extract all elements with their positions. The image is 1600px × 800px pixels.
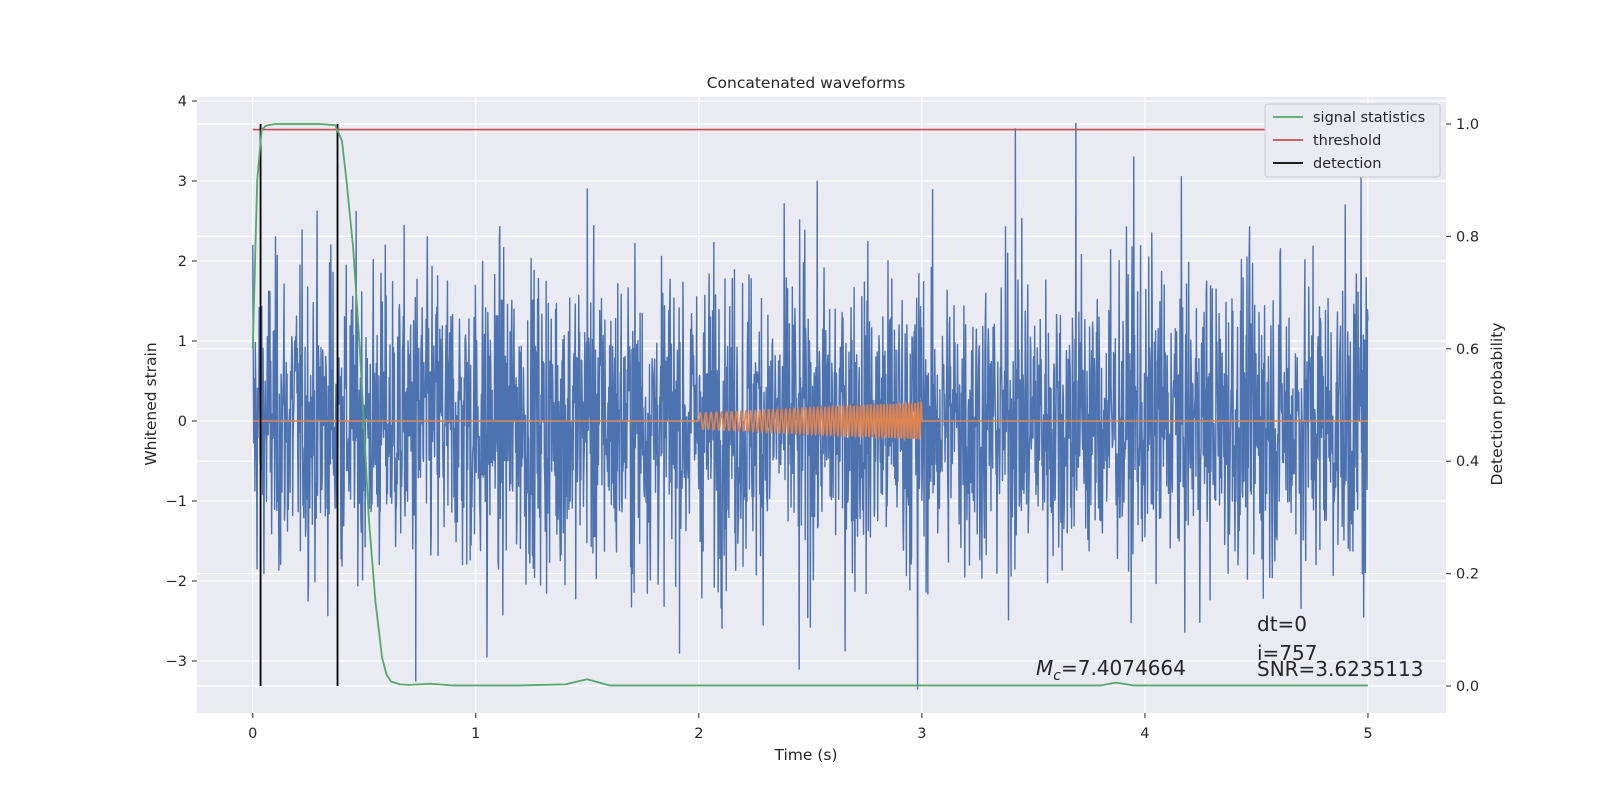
y-left-tick-label: 2: [178, 254, 187, 270]
plot-area: [197, 97, 1446, 713]
legend-label-threshold: threshold: [1313, 133, 1381, 149]
y-left-axis-label: Whitened strain: [142, 342, 160, 465]
x-tick-label: 3: [917, 726, 926, 742]
strain-line: [252, 122, 1369, 690]
legend-label-detection: detection: [1313, 156, 1381, 172]
y-right-tick-label: 0.2: [1456, 567, 1479, 583]
y-right-axis-ticks: 0.0 0.2 0.4 0.6 0.8 1.0: [1446, 117, 1479, 695]
probability-series: [251, 123, 1368, 687]
y-left-tick-label: −1: [166, 494, 187, 510]
annotation-snr: SNR=3.6235113: [1257, 657, 1423, 681]
chirp-line: [252, 399, 1368, 442]
y-right-tick-label: 0.4: [1456, 454, 1479, 470]
y-right-tick-label: 0.8: [1456, 229, 1479, 245]
legend: signal statistics threshold detection: [1264, 103, 1441, 178]
y-left-tick-label: −3: [166, 654, 187, 670]
x-tick-label: 2: [694, 726, 703, 742]
signal-statistics-line: [251, 123, 1368, 687]
x-tick-label: 1: [471, 726, 480, 742]
x-tick-label: 4: [1140, 726, 1149, 742]
annotation-dt: dt=0: [1257, 612, 1307, 636]
annotation-i: i=757: [1257, 641, 1318, 665]
chirp-series: [252, 399, 1368, 442]
x-tick-label: 0: [248, 726, 257, 742]
x-tick-label: 5: [1363, 726, 1372, 742]
y-right-tick-label: 0.6: [1456, 342, 1479, 358]
annotation-mc-subscript: c: [1053, 668, 1061, 684]
x-axis-label: Time (s): [773, 746, 837, 764]
y-right-axis-label: Detection probability: [1488, 323, 1506, 486]
y-left-axis-ticks: −3 −2 −1 0 1 2 3 4: [166, 94, 197, 670]
annotation-mc: Mc=7.4074664: [1036, 656, 1186, 684]
legend-frame: [1264, 103, 1441, 178]
annotation-mc-value: =7.4074664: [1061, 656, 1186, 680]
legend-label-signal-statistics: signal statistics: [1313, 110, 1425, 126]
y-left-tick-label: −2: [166, 574, 187, 590]
y-left-tick-label: 4: [178, 94, 187, 110]
strain-series: [252, 122, 1369, 690]
y-left-tick-label: 1: [178, 334, 187, 350]
y-left-tick-label: 0: [178, 414, 187, 430]
y-right-tick-label: 0.0: [1456, 679, 1479, 695]
x-axis-ticks: 0 1 2 3 4 5: [248, 713, 1373, 742]
chart-title: Concatenated waveforms: [707, 74, 906, 92]
annotation-mc-symbol: M: [1036, 656, 1053, 680]
y-left-tick-label: 3: [178, 174, 187, 190]
y-right-tick-label: 1.0: [1456, 117, 1479, 133]
